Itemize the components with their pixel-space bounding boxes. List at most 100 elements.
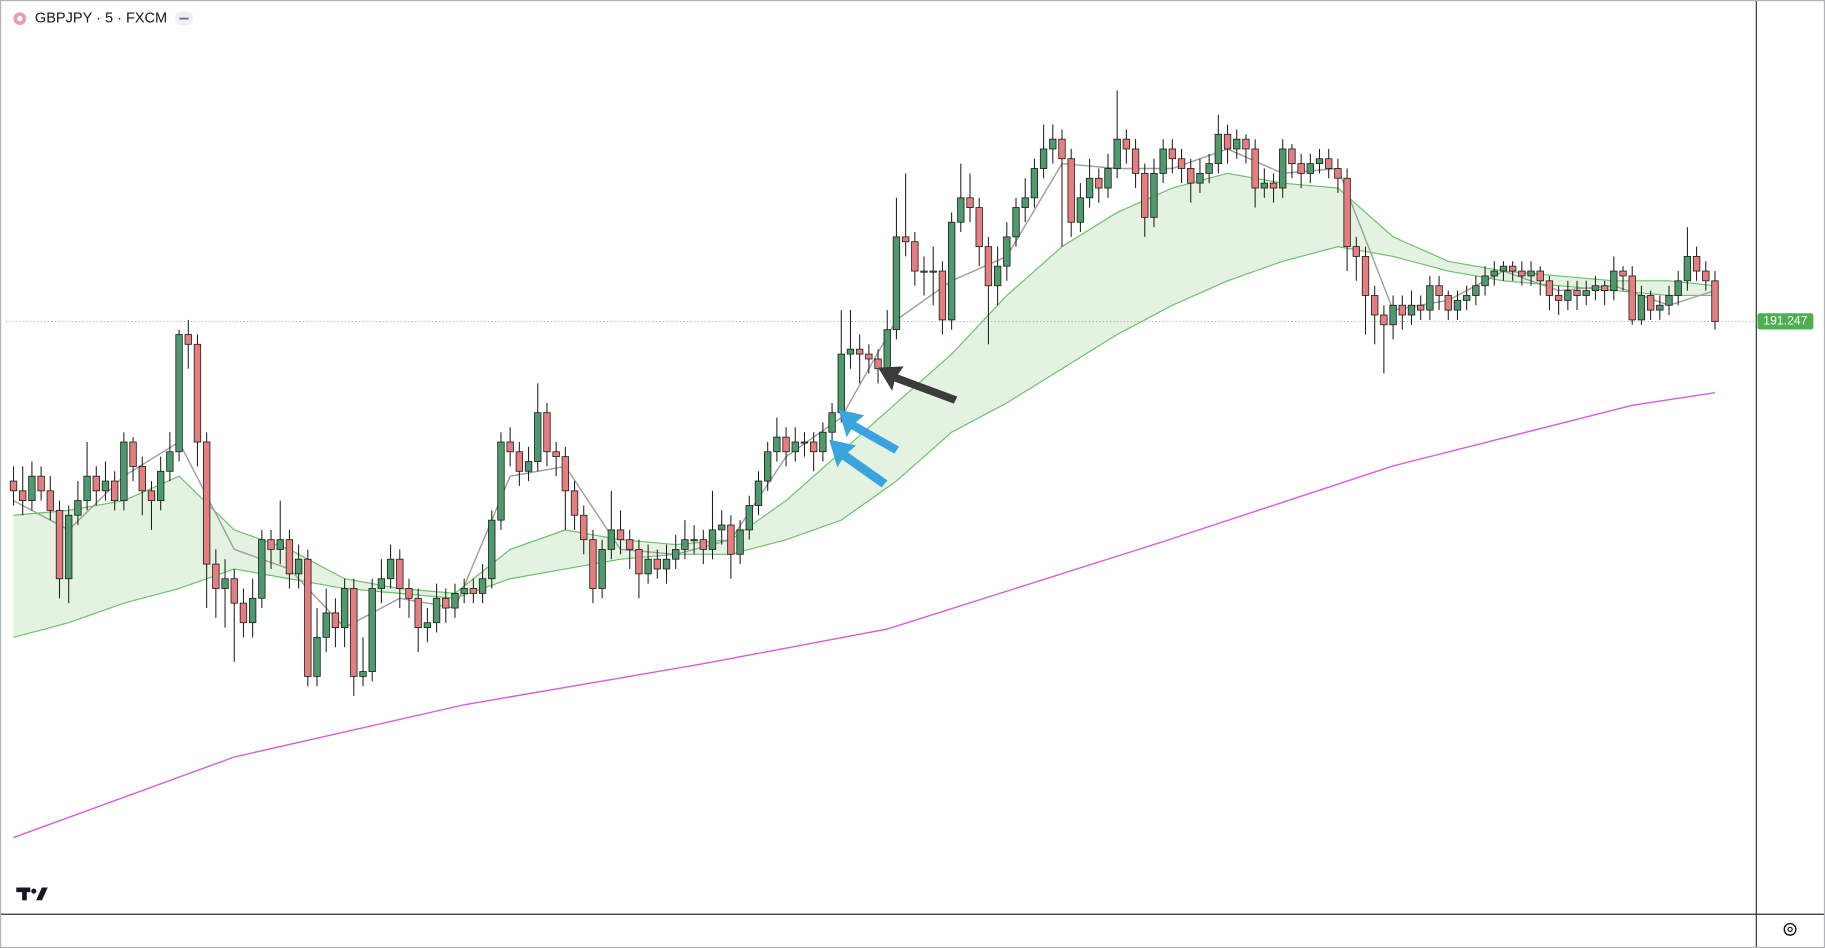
candle-body <box>699 539 707 550</box>
candle-body <box>258 539 266 599</box>
candle-body <box>1141 172 1149 218</box>
candle-body <box>175 334 183 453</box>
candle-body <box>846 348 855 355</box>
candle-body <box>764 451 772 482</box>
candle-body <box>1472 285 1480 296</box>
candle-body <box>570 490 579 516</box>
candle-body <box>65 514 73 580</box>
candle-body <box>580 514 588 541</box>
candle-body <box>635 549 643 575</box>
candle-body <box>1389 304 1397 326</box>
candle-body <box>92 475 100 492</box>
candle-body <box>19 490 27 502</box>
candle-body <box>285 539 294 575</box>
candle-body <box>506 441 514 453</box>
candle-body <box>1628 275 1636 321</box>
candle-body <box>929 270 937 273</box>
candle-body <box>911 241 919 272</box>
candle-body <box>1490 270 1498 277</box>
candle-body <box>1315 158 1324 165</box>
symbol-header: GBPJPY · 5 · FXCM <box>13 10 194 26</box>
candle-body <box>294 558 303 575</box>
candle-body <box>662 558 671 570</box>
black-arrow <box>878 366 958 404</box>
candle-body <box>442 597 450 609</box>
logo-slash <box>36 887 48 901</box>
candle-body <box>865 353 873 360</box>
candle-body <box>1619 270 1627 277</box>
axes: 191.247 <box>1757 313 1814 330</box>
candle-body <box>451 592 459 609</box>
candle-body <box>460 588 468 594</box>
candle-body <box>892 236 901 331</box>
candle-body <box>1030 168 1039 199</box>
candle-body <box>883 329 891 370</box>
candle-body <box>1573 290 1581 296</box>
candle-body <box>386 558 395 580</box>
candle-body <box>1463 295 1471 301</box>
candle-body <box>1518 270 1526 277</box>
indicator-line <box>13 391 1716 839</box>
candle-body <box>782 436 790 453</box>
candle-body <box>1545 280 1554 296</box>
candle-body <box>202 441 211 565</box>
candle-body <box>524 461 533 472</box>
tv-logo <box>16 887 48 901</box>
candle-body <box>1150 172 1158 218</box>
annotation-arrows <box>829 366 958 488</box>
candle-body <box>1444 295 1452 311</box>
candle-body <box>1692 255 1701 272</box>
candle-body <box>322 612 330 638</box>
candle-body <box>1288 148 1296 165</box>
candle-body <box>1085 177 1094 199</box>
candle-body <box>1131 148 1140 174</box>
candle-body <box>1610 270 1618 291</box>
candle-body <box>1242 138 1250 150</box>
settings-button[interactable] <box>1783 922 1797 936</box>
candle-body <box>432 597 441 624</box>
candle-body <box>589 539 597 589</box>
candle-body <box>1646 295 1655 311</box>
candle-body <box>874 358 882 370</box>
candle-body <box>497 441 505 521</box>
candle-body <box>1564 290 1572 301</box>
candle-body <box>644 558 652 575</box>
last-price-label: 191.247 <box>1763 314 1807 328</box>
candle-body <box>626 539 634 550</box>
candle-body <box>708 529 717 550</box>
candle-body <box>1343 177 1351 248</box>
candle-body <box>791 441 799 453</box>
candle-body <box>607 529 615 550</box>
candle-body <box>1021 197 1029 208</box>
candle-body <box>276 539 284 550</box>
candle-body <box>1159 148 1167 174</box>
candle-body <box>1398 304 1406 316</box>
candle-body <box>773 436 781 453</box>
candle-body <box>1251 148 1259 189</box>
candle-body <box>1095 177 1103 189</box>
candle-body <box>129 441 137 467</box>
candle-body <box>101 480 110 492</box>
candle-body <box>405 588 413 599</box>
candle-body <box>690 539 698 542</box>
candle-body <box>414 597 422 628</box>
candle-body <box>138 466 146 492</box>
candle-body <box>267 539 275 550</box>
candle-body <box>672 549 680 560</box>
candle-body <box>993 265 1002 287</box>
candle-body <box>1702 270 1710 282</box>
candle-body <box>1334 168 1342 179</box>
candle-body <box>1049 138 1057 150</box>
candle-body <box>1361 255 1370 296</box>
candle-body <box>616 529 625 541</box>
candle-body <box>1407 304 1416 316</box>
candle-body <box>1279 148 1287 189</box>
candle-body <box>1536 270 1544 282</box>
candle-body <box>920 270 928 273</box>
candle-body <box>1325 158 1333 169</box>
candle-body <box>313 636 321 677</box>
candle-body <box>184 334 192 345</box>
